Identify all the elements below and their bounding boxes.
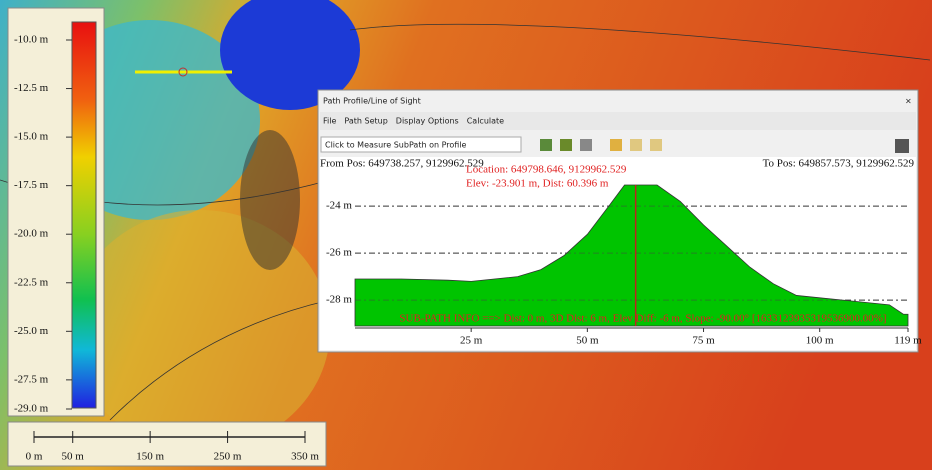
screen: -10.0 m -12.5 m -15.0 m -17.5 m -20.0 m -22.5… [0, 0, 932, 470]
x-tick-label: 25 m [460, 335, 483, 347]
x-tick-label: 75 m [692, 335, 715, 347]
from-pos: From Pos: 649738.257, 9129962.529 [320, 158, 484, 170]
dropdown-text: Click to Measure SubPath on Profile [325, 141, 467, 150]
y-tick-label: -28 m [326, 294, 352, 306]
scale-label: 0 m [26, 451, 43, 463]
legend-label: -17.5 m [14, 179, 49, 191]
to-pos: To Pos: 649857.573, 9129962.529 [763, 158, 915, 170]
scale-panel [8, 422, 326, 466]
x-tick-label: 100 m [806, 335, 834, 347]
page: -10.0 m -12.5 m -15.0 m -17.5 m -20.0 m -22.5… [0, 0, 932, 470]
legend-label: -20.0 m [14, 228, 49, 240]
legend-label: -27.5 m [14, 373, 49, 385]
menu-item[interactable]: Display Options [396, 117, 459, 126]
legend-label: -10.0 m [14, 34, 49, 46]
subpath-info: SUB-PATH INFO ==> Dist: 0 m, 3D Dist: 6 … [399, 313, 886, 325]
y-tick-label: -26 m [326, 247, 352, 259]
elevation-info: Elev: -23.901 m, Dist: 60.396 m [466, 178, 609, 190]
y-tick-label: -24 m [326, 200, 352, 212]
legend-label: -12.5 m [14, 82, 49, 94]
color-bar [72, 22, 96, 408]
scale-label: 250 m [214, 451, 242, 463]
menu-item[interactable]: File [323, 117, 336, 126]
menu-item[interactable]: Path Setup [344, 117, 387, 126]
legend-label: -29.0 m [14, 403, 49, 415]
legend-label: -25.0 m [14, 325, 49, 337]
window-title: Path Profile/Line of Sight [323, 97, 421, 106]
menu-item[interactable]: Calculate [467, 117, 504, 126]
scale-label: 150 m [136, 451, 164, 463]
legend-label: -22.5 m [14, 276, 49, 288]
legend-label: -15.0 m [14, 131, 49, 143]
profile-window: Path Profile/Line of Sight × File Path Se… [318, 90, 922, 352]
x-tick-label: 119 m [894, 335, 922, 347]
scale-label: 350 m [291, 451, 319, 463]
location: Location: 649798.646, 9129962.529 [466, 164, 627, 176]
x-tick-label: 50 m [576, 335, 599, 347]
close-button[interactable]: × [905, 97, 912, 106]
scale-label: 50 m [62, 451, 85, 463]
